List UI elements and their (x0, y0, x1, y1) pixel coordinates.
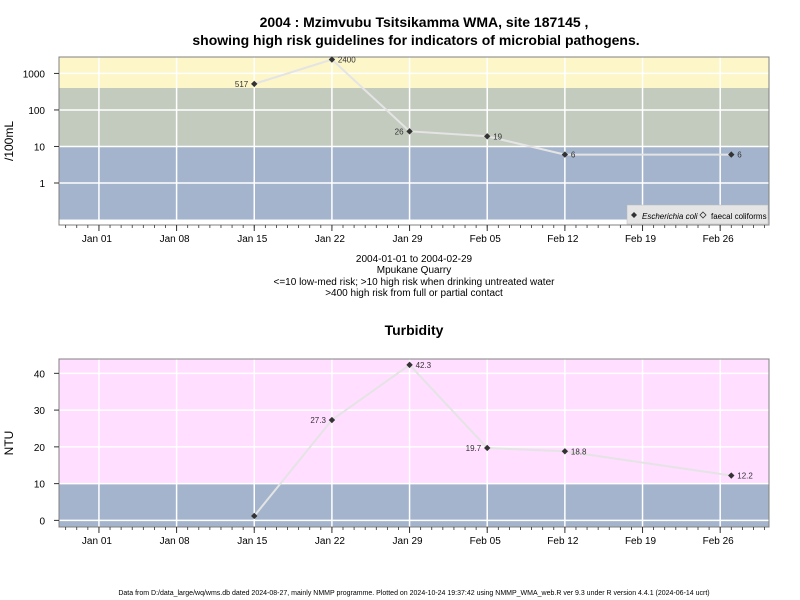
data-label: 42.3 (416, 361, 432, 370)
chart-title-line2: showing high risk guidelines for indicat… (192, 32, 639, 48)
y-tick-label: 20 (34, 443, 46, 454)
microbial-panel: Jan 01 Jan 08 Jan 15 Jan 22 Jan 29 Feb 05 Feb … (2, 56, 770, 245)
turbidity-title: Turbidity (385, 322, 444, 338)
x-tick-label: Jan 22 (315, 536, 345, 547)
data-label: 12.2 (737, 472, 753, 481)
x-tick-label: Feb 12 (547, 234, 579, 245)
plot-frame (58, 358, 770, 528)
data-point (251, 512, 258, 520)
data-point (406, 128, 413, 135)
x-tick-label: Jan 08 (160, 536, 190, 547)
series-line (253, 58, 732, 156)
data-point (251, 80, 258, 88)
data-label: 6 (571, 151, 576, 160)
x-tick-label: Feb 05 (470, 234, 502, 245)
x-tick-label: Jan 01 (82, 536, 112, 547)
x-tick-label: Feb 26 (703, 536, 735, 547)
data-point (484, 133, 491, 140)
caption-guideline-2: >400 high risk from full or partial cont… (325, 288, 503, 299)
risk-band (59, 57, 769, 88)
x-tick-label: Feb 26 (703, 234, 735, 245)
risk-band (59, 87, 769, 147)
y-axis-label: NTU (2, 431, 16, 456)
data-point (406, 361, 413, 369)
y-tick-label: 1000 (23, 69, 46, 80)
data-label: 2400 (338, 56, 356, 65)
data-label: 517 (235, 80, 249, 89)
data-label: 27.3 (310, 416, 326, 425)
legend-label-faecal: faecal coliforms (711, 212, 767, 221)
legend-marker-faecal (699, 211, 707, 219)
data-label: 26 (395, 127, 404, 136)
y-axis-label: /100mL (2, 121, 16, 161)
x-tick-label: Feb 19 (625, 536, 657, 547)
x-tick-label: Feb 12 (547, 536, 579, 547)
caption-guideline-1: <=10 low-med risk; >10 high risk when dr… (274, 277, 556, 288)
x-tick-label: Jan 29 (393, 536, 423, 547)
data-label: 19.7 (466, 444, 482, 453)
data-label: 6 (737, 151, 742, 160)
footer-note: Data from D:/data_large/wq/wms.db dated … (118, 590, 709, 597)
x-tick-label: Jan 22 (315, 234, 345, 245)
x-tick-label: Jan 29 (393, 234, 423, 245)
x-tick-label: Jan 15 (237, 536, 267, 547)
data-label: 19 (493, 132, 502, 141)
y-tick-label: 1 (39, 179, 45, 190)
x-tick-label: Jan 08 (160, 234, 190, 245)
legend-marker-ecoli (631, 212, 637, 218)
data-point (728, 472, 735, 479)
legend-box (626, 204, 769, 225)
chart-title-line1: 2004 : Mzimvubu Tsitsikamma WMA, site 18… (260, 14, 589, 30)
caption-date-range: 2004-01-01 to 2004-02-29 (356, 254, 473, 265)
data-point (484, 444, 491, 452)
data-label: 18.8 (571, 447, 587, 456)
plot-frame (58, 56, 770, 226)
x-tick-label: Jan 15 (237, 234, 267, 245)
data-point (561, 448, 569, 455)
data-point (561, 151, 569, 158)
y-tick-label: 10 (34, 480, 46, 491)
legend-label-ecoli: Escherichia coli (642, 212, 698, 221)
series-line (253, 363, 732, 517)
x-tick-label: Feb 19 (625, 234, 657, 245)
y-tick-label: 40 (34, 369, 46, 380)
y-tick-label: 100 (28, 106, 45, 117)
turbidity-panel: Jan 01 Jan 08 Jan 15 Jan 22 Jan 29 Feb 05 Feb … (2, 358, 770, 547)
data-point (728, 151, 735, 158)
x-tick-label: Feb 05 (470, 536, 502, 547)
y-tick-label: 30 (34, 406, 46, 417)
y-tick-label: 0 (39, 516, 45, 527)
y-tick-label: 10 (34, 142, 46, 153)
data-point (328, 416, 336, 424)
data-point (328, 56, 336, 63)
caption-site-name: Mpukane Quarry (377, 265, 451, 276)
x-tick-label: Jan 01 (82, 234, 112, 245)
